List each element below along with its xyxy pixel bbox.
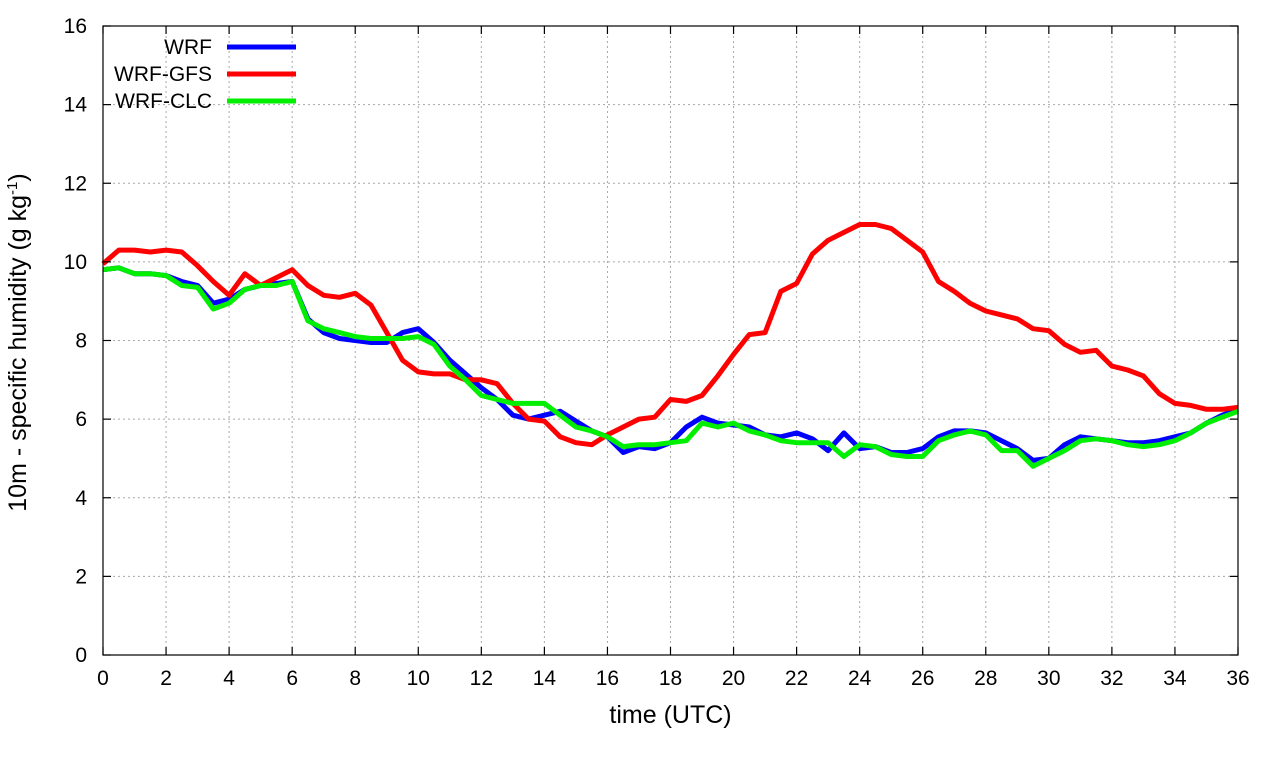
axis-ticks [102,25,1239,656]
x-tick-label: 2 [160,667,172,690]
y-tick-label: 8 [75,330,87,353]
legend-label: WRF [164,36,212,59]
x-tick-label: 14 [533,667,557,690]
y-tick-label: 16 [64,15,87,38]
x-tick-label: 4 [223,667,235,690]
y-axis-title: 10m - specific humidity (g kg-1) [4,173,32,511]
grid [103,26,1238,655]
x-tick-label: 28 [974,667,997,690]
x-tick-label: 12 [470,667,493,690]
x-tick-label: 26 [911,667,934,690]
y-tick-label: 12 [64,172,87,195]
y-tick-label: 10 [64,251,87,274]
y-tick-labels: 0 2 4 6 8 10 12 14 16 [64,15,88,667]
x-tick-label: 0 [97,667,109,690]
x-axis-title: time (UTC) [609,701,731,729]
x-tick-label: 34 [1163,667,1187,690]
legend: WRF WRF-GFS WRF-CLC [114,36,296,113]
x-tick-label: 36 [1226,667,1249,690]
y-axis-title-superscript: -1 [4,182,21,195]
x-tick-label: 24 [848,667,872,690]
x-tick-label: 30 [1037,667,1060,690]
x-tick-label: 6 [286,667,298,690]
x-tick-label: 8 [349,667,361,690]
y-axis-title-close: ) [4,173,32,181]
legend-label: WRF-GFS [114,63,212,86]
y-tick-label: 4 [75,487,87,510]
series-line-wrf-clc [102,265,1239,469]
y-tick-label: 14 [64,94,88,117]
x-tick-label: 20 [722,667,745,690]
x-tick-labels: 0 2 4 6 8 10 12 14 16 18 20 22 24 26 28 30 32 34 36 [97,667,1250,690]
y-tick-label: 2 [75,565,87,588]
y-axis-title-main: 10m - specific humidity (g kg [4,195,32,512]
legend-label: WRF-CLC [115,90,212,113]
y-tick-label: 0 [75,644,87,667]
series-layer [101,222,1239,469]
x-tick-label: 22 [785,667,808,690]
x-tick-label: 32 [1100,667,1123,690]
x-tick-label: 10 [407,667,430,690]
x-tick-label: 16 [596,667,619,690]
x-tick-label: 18 [659,667,682,690]
series-line-wrf-gfs [101,222,1239,448]
y-tick-label: 6 [75,408,87,431]
